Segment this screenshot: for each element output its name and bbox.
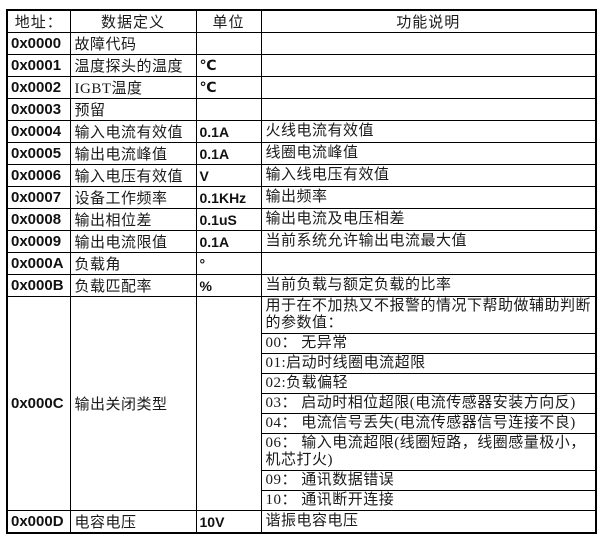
table-row: 0x0002 IGBT温度 ℃ <box>6 76 597 99</box>
address-cell: 0x000C <box>6 296 71 511</box>
definition-cell: 输出相位差 <box>69 208 197 231</box>
address-cell: 0x0007 <box>6 186 71 209</box>
table-subrow: 04： 电流信号丢失(电流传感器信号连接不良) <box>7 413 597 434</box>
address-cell: 0x0009 <box>6 230 71 253</box>
description-subrow-cell: 10： 通讯断开连接 <box>260 490 597 511</box>
definition-cell: 负载角 <box>69 252 197 275</box>
table-row: 0x0000 故障代码 <box>6 32 597 55</box>
description-subrow-cell: 02:负载偏轻 <box>260 373 597 394</box>
description-cell: 输出频率 <box>260 186 597 209</box>
unit-cell: 0.1A <box>195 230 262 253</box>
description-cell <box>260 252 597 275</box>
definition-cell: 输入电流有效值 <box>69 120 197 143</box>
unit-cell: % <box>195 274 262 297</box>
description-cell: 当前系统允许输出电流最大值 <box>260 230 597 253</box>
address-cell: 0x000B <box>6 274 71 297</box>
description-cell: 输入线电压有效值 <box>260 164 597 187</box>
table-row: 0x000D 电容电压 10V 谐振电容电压 <box>6 510 597 534</box>
definition-cell: 温度探头的温度 <box>69 54 197 77</box>
table-row: 0x0008 输出相位差 0.1uS 输出电流及电压相差 <box>6 208 597 231</box>
description-subrow-cell: 00： 无异常 <box>260 333 597 354</box>
definition-cell: 电容电压 <box>69 510 197 534</box>
unit-cell <box>195 32 262 55</box>
unit-cell: V <box>195 164 262 187</box>
col-header-unit: 单位 <box>195 9 262 33</box>
address-cell: 0x0000 <box>6 32 71 55</box>
register-table: 地址： 数据定义 单位 功能说明 0x0000 故障代码 0x0001 温度探头… <box>6 9 597 534</box>
description-subrow-cell: 用于在不加热又不报警的情况下帮助做辅助判断的参数值： <box>260 296 597 334</box>
address-cell: 0x0002 <box>6 76 71 99</box>
col-header-address: 地址： <box>6 9 71 33</box>
table-row: 0x0007 设备工作频率 0.1KHz 输出频率 <box>6 186 597 209</box>
unit-cell: ° <box>195 252 262 275</box>
description-subrow-cell: 09： 通讯数据错误 <box>260 470 597 491</box>
table-subrow: 10： 通讯断开连接 <box>7 490 597 511</box>
unit-cell: ℃ <box>195 54 262 77</box>
unit-cell: 0.1uS <box>195 208 262 231</box>
description-cell: 输出电流及电压相差 <box>260 208 597 231</box>
description-cell <box>260 76 597 99</box>
table-row: 0x000A 负载角 ° <box>6 252 597 275</box>
definition-cell: 输出电流限值 <box>69 230 197 253</box>
description-subrow-cell: 04： 电流信号丢失(电流传感器信号连接不良) <box>260 413 597 434</box>
description-cell <box>260 54 597 77</box>
definition-cell: 预留 <box>69 98 197 121</box>
definition-cell: 故障代码 <box>69 32 197 55</box>
definition-cell: IGBT温度 <box>69 76 197 99</box>
address-cell: 0x000D <box>6 510 71 534</box>
unit-cell: 0.1A <box>195 142 262 165</box>
description-subrow-cell: 03： 启动时相位超限(电流传感器安装方向反) <box>260 393 597 414</box>
definition-cell: 负载匹配率 <box>69 274 197 297</box>
description-cell: 谐振电容电压 <box>260 510 597 534</box>
table-row-merged: 0x000C 输出关闭类型 用于在不加热又不报警的情况下帮助做辅助判断的参数值： <box>6 296 597 511</box>
col-header-definition: 数据定义 <box>69 9 197 33</box>
description-cell <box>260 98 597 121</box>
address-cell: 0x0004 <box>6 120 71 143</box>
table-row: 0x0001 温度探头的温度 ℃ <box>6 54 597 77</box>
address-cell: 0x0003 <box>6 98 71 121</box>
description-subrow-cell: 06： 输入电流超限(线圈短路，线圈感量极小，机芯打火) <box>260 433 597 471</box>
table-row: 0x0004 输入电流有效值 0.1A 火线电流有效值 <box>6 120 597 143</box>
table-row: 0x0005 输出电流峰值 0.1A 线圈电流峰值 <box>6 142 597 165</box>
unit-cell: 0.1KHz <box>195 186 262 209</box>
col-header-description: 功能说明 <box>260 9 597 33</box>
description-cell <box>260 32 597 55</box>
table-row: 0x000B 负载匹配率 % 当前负载与额定负载的比率 <box>6 274 597 297</box>
address-cell: 0x000A <box>6 252 71 275</box>
address-cell: 0x0005 <box>6 142 71 165</box>
description-cell: 当前负载与额定负载的比率 <box>260 274 597 297</box>
unit-cell: 10V <box>195 510 262 534</box>
address-cell: 0x0001 <box>6 54 71 77</box>
unit-cell <box>195 296 262 511</box>
address-cell: 0x0006 <box>6 164 71 187</box>
unit-cell: 0.1A <box>195 120 262 143</box>
table-row: 0x0003 预留 <box>6 98 597 121</box>
table-row: 0x0006 输入电压有效值 V 输入线电压有效值 <box>6 164 597 187</box>
description-subrow-cell: 01:启动时线圈电流超限 <box>260 353 597 374</box>
definition-cell: 输出关闭类型 <box>69 296 197 511</box>
definition-cell: 设备工作频率 <box>69 186 197 209</box>
unit-cell: ℃ <box>195 76 262 99</box>
header-row: 地址： 数据定义 单位 功能说明 <box>6 9 597 33</box>
address-cell: 0x0008 <box>6 208 71 231</box>
table-row: 0x0009 输出电流限值 0.1A 当前系统允许输出电流最大值 <box>6 230 597 253</box>
description-cell: 线圈电流峰值 <box>260 142 597 165</box>
definition-cell: 输出电流峰值 <box>69 142 197 165</box>
table-subrow: 09： 通讯数据错误 <box>7 470 597 491</box>
definition-cell: 输入电压有效值 <box>69 164 197 187</box>
register-map-page: 地址： 数据定义 单位 功能说明 0x0000 故障代码 0x0001 温度探头… <box>6 9 597 534</box>
table-subrow: 06： 输入电流超限(线圈短路，线圈感量极小，机芯打火) <box>7 433 597 471</box>
description-cell: 火线电流有效值 <box>260 120 597 143</box>
unit-cell <box>195 98 262 121</box>
